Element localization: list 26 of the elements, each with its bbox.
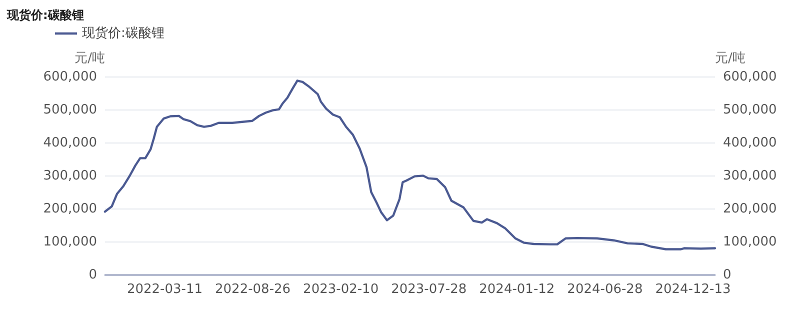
- x-tick-label: 2024-06-28: [567, 282, 643, 297]
- y2-tick-label: 100,000: [723, 234, 777, 250]
- y-tick-label: 600,000: [43, 70, 97, 84]
- line-series: [104, 80, 716, 250]
- y2-tick-label: 400,000: [723, 136, 777, 150]
- y2-tick-label: 200,000: [723, 202, 777, 216]
- y-tick-label: 500,000: [43, 102, 97, 118]
- y-tick-label: 400,000: [43, 136, 97, 150]
- x-tick-label: 2023-07-28: [391, 282, 467, 297]
- x-tick-label: 2024-01-12: [479, 282, 555, 297]
- y-tick-label: 200,000: [43, 202, 97, 216]
- y2-tick-label: 600,000: [723, 70, 777, 84]
- y-tick-label: 0: [88, 268, 97, 282]
- x-tick-label: 2024-12-13: [655, 282, 731, 297]
- y2-tick-label: 0: [723, 268, 732, 282]
- y-tick-label: 100,000: [43, 234, 97, 250]
- x-tick-label: 2022-08-26: [215, 282, 291, 297]
- y2-tick-label: 500,000: [723, 102, 777, 118]
- x-tick-label: 2022-03-11: [126, 282, 203, 297]
- x-tick-label: 2023-02-10: [303, 282, 379, 297]
- chart-title: 现货价:碳酸锂: [6, 8, 84, 22]
- y2-axis-title: 元/吨: [715, 51, 746, 66]
- y-tick-label: 300,000: [43, 168, 97, 184]
- legend-label: 现货价:碳酸锂: [82, 26, 164, 41]
- y-axis-title: 元/吨: [74, 51, 105, 66]
- y2-tick-label: 300,000: [723, 168, 777, 184]
